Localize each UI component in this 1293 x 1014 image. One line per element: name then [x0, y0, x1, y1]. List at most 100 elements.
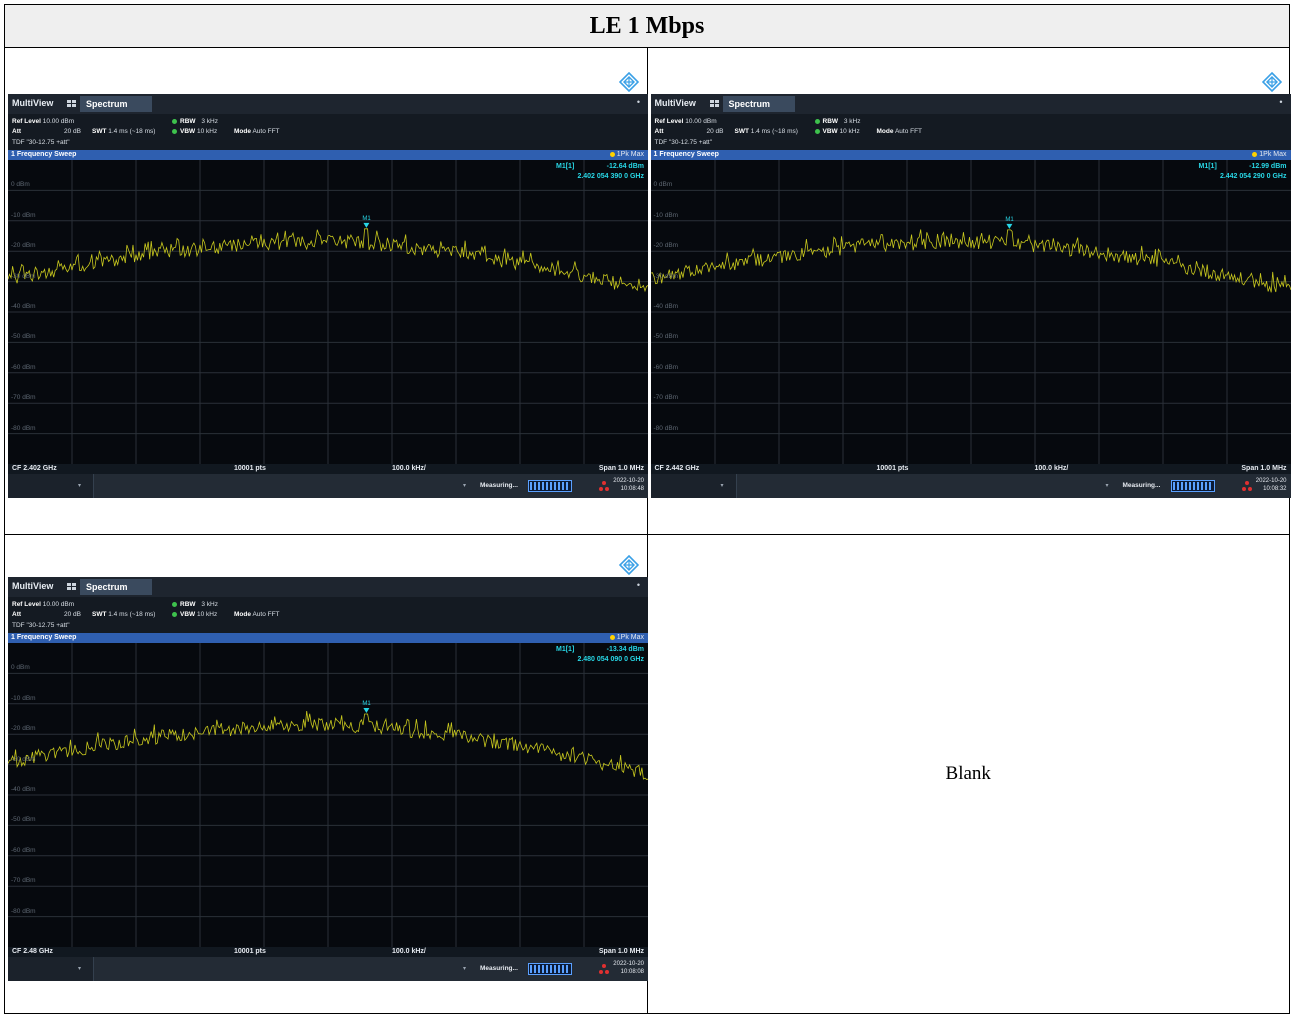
- sweep-title: 1 Frequency Sweep: [653, 151, 719, 158]
- detector-label: 1Pk Max: [609, 151, 644, 158]
- status-left-panel[interactable]: ▾: [8, 957, 94, 981]
- marker-triangle: [363, 707, 370, 713]
- tab-spectrum[interactable]: Spectrum: [722, 96, 795, 112]
- y-tick-label: -70 dBm: [11, 394, 36, 402]
- rbw: RBW 3 kHz: [814, 118, 860, 125]
- sweep-title: 1 Frequency Sweep: [11, 151, 77, 158]
- y-tick-label: -20 dBm: [653, 242, 679, 250]
- multiview-grid-icon[interactable]: [67, 100, 76, 107]
- swt: SWT 1.4 ms (~18 ms): [92, 128, 156, 135]
- sweep-title-bar[interactable]: 1 Frequency Sweep 1Pk Max: [8, 150, 648, 160]
- tab-multiview[interactable]: MultiView: [12, 98, 54, 108]
- y-tick-label: 0 dBm: [11, 181, 30, 189]
- marker-triangle: [363, 222, 370, 228]
- tab-bar: MultiView Spectrum •: [8, 94, 648, 114]
- chevron-down-icon[interactable]: ▾: [463, 483, 467, 489]
- tab-spectrum-label: Spectrum: [728, 99, 771, 109]
- center-frequency: CF 2.442 GHz: [654, 465, 700, 472]
- y-tick-label: -80 dBm: [11, 424, 36, 432]
- tab-bar: MultiView Spectrum •: [8, 577, 648, 597]
- y-tick-label: -40 dBm: [11, 786, 36, 793]
- att-label: Att: [12, 128, 22, 135]
- y-tick-label: -50 dBm: [653, 333, 679, 341]
- y-tick-label: -50 dBm: [11, 333, 36, 341]
- tab-spectrum[interactable]: Spectrum: [80, 579, 152, 595]
- y-tick-label: -40 dBm: [653, 303, 679, 310]
- span: Span 1.0 MHz: [598, 948, 644, 955]
- att-value: 20 dB: [64, 611, 81, 618]
- y-tick-label: -60 dBm: [653, 363, 679, 371]
- mode: Mode Auto FFT: [234, 128, 280, 135]
- tdf: TDF "30-12.75 +att": [654, 139, 713, 146]
- spectrum-plot[interactable]: M1 M1[1] -13.34 dBm 2.480 054 090 0 GHz …: [8, 643, 648, 947]
- status-left-panel[interactable]: ▾: [8, 474, 94, 498]
- y-tick-label: -40 dBm: [11, 303, 36, 310]
- sweep-title-bar[interactable]: 1 Frequency Sweep 1Pk Max: [8, 633, 648, 643]
- y-tick-label: -70 dBm: [11, 877, 36, 885]
- y-tick-label: 0 dBm: [11, 664, 30, 672]
- tdf: TDF "30-12.75 +att": [12, 139, 70, 146]
- plot-area: M1: [650, 160, 1291, 464]
- menu-dot-icon[interactable]: •: [636, 580, 640, 590]
- marker-tag: M1: [362, 701, 371, 707]
- vbw: VBW 10 kHz: [172, 128, 217, 135]
- settings-bar: Ref Level 10.00 dBm Att 20 dB SWT 1.4 ms…: [650, 114, 1291, 150]
- trace-line: [650, 229, 1291, 293]
- status-triangle-icon[interactable]: [1241, 480, 1253, 492]
- tab-multiview[interactable]: MultiView: [654, 98, 696, 108]
- rbw: RBW 3 kHz: [172, 118, 218, 125]
- marker-triangle: [1005, 223, 1012, 229]
- tab-spectrum[interactable]: Spectrum: [80, 96, 152, 112]
- y-tick-label: -60 dBm: [11, 363, 36, 371]
- blank-cell: Blank: [646, 534, 1290, 1014]
- chevron-down-icon: ▾: [78, 483, 82, 489]
- cell-mid-channel: MultiView Spectrum • Ref Level 10.00 dBm…: [646, 47, 1291, 535]
- plot-footer: CF 2.48 GHz 10001 pts 100.0 kHz/ Span 1.…: [8, 947, 648, 957]
- marker-tag: M1: [1005, 217, 1014, 223]
- tab-multiview[interactable]: MultiView: [12, 581, 54, 591]
- date: 2022-10-20: [613, 478, 644, 484]
- chevron-down-icon[interactable]: ▾: [1105, 483, 1109, 489]
- att-label: Att: [12, 611, 22, 618]
- plot-area: M1: [8, 643, 648, 947]
- detector-label: 1Pk Max: [609, 634, 644, 641]
- rbw: RBW 3 kHz: [172, 601, 218, 608]
- att-value: 20 dB: [706, 128, 724, 135]
- spectrum-plot[interactable]: M1 M1[1] -12.99 dBm 2.442 054 290 0 GHz …: [650, 160, 1291, 464]
- menu-dot-icon[interactable]: •: [636, 97, 640, 107]
- sweep-points: 10001 pts: [876, 465, 909, 472]
- vbw: VBW 10 kHz: [814, 128, 860, 135]
- table-title: LE 1 Mbps: [4, 4, 1290, 48]
- rs-logo-icon: [619, 72, 639, 92]
- plot-footer: CF 2.442 GHz 10001 pts 100.0 kHz/ Span 1…: [650, 464, 1291, 474]
- y-tick-label: -30 dBm: [653, 272, 679, 280]
- status-left-panel[interactable]: ▾: [650, 474, 737, 498]
- spectrum-screenshot-3: MultiView Spectrum • Ref Level 10.00 dBm…: [8, 577, 648, 981]
- settings-bar: Ref Level 10.00 dBm Att 20 dB SWT 1.4 ms…: [8, 597, 648, 633]
- multiview-grid-icon[interactable]: [709, 100, 719, 107]
- y-tick-label: -20 dBm: [11, 242, 36, 250]
- menu-dot-icon[interactable]: •: [1279, 97, 1283, 107]
- span: Span 1.0 MHz: [598, 465, 644, 472]
- status-bar: ▾ ▾ Measuring... 2022-10-20 10:08:32: [650, 474, 1291, 498]
- chevron-down-icon[interactable]: ▾: [463, 966, 467, 972]
- mode: Mode Auto FFT: [234, 611, 280, 618]
- vbw: VBW 10 kHz: [172, 611, 217, 618]
- mode: Mode Auto FFT: [876, 128, 923, 135]
- sweep-points: 10001 pts: [234, 465, 266, 472]
- spectrum-plot[interactable]: M1 M1[1] -12.64 dBm 2.402 054 390 0 GHz …: [8, 160, 648, 464]
- status-triangle-icon[interactable]: [598, 963, 610, 975]
- multiview-grid-icon[interactable]: [67, 583, 76, 590]
- swt: SWT 1.4 ms (~18 ms): [734, 128, 798, 135]
- sweep-points: 10001 pts: [234, 948, 266, 955]
- plot-area: M1: [8, 160, 648, 464]
- tdf: TDF "30-12.75 +att": [12, 622, 70, 629]
- marker-name: M1[1]: [1198, 163, 1217, 170]
- status-triangle-icon[interactable]: [598, 480, 610, 492]
- status-bar: ▾ ▾ Measuring... 2022-10-20 10:08:08: [8, 957, 648, 981]
- measuring-status: Measuring...: [1122, 482, 1161, 489]
- spectrum-screenshot-1: MultiView Spectrum • Ref Level 10.00 dBm…: [8, 94, 648, 498]
- y-tick-label: -60 dBm: [11, 846, 36, 854]
- y-tick-label: -80 dBm: [653, 424, 679, 432]
- sweep-title-bar[interactable]: 1 Frequency Sweep 1Pk Max: [650, 150, 1291, 160]
